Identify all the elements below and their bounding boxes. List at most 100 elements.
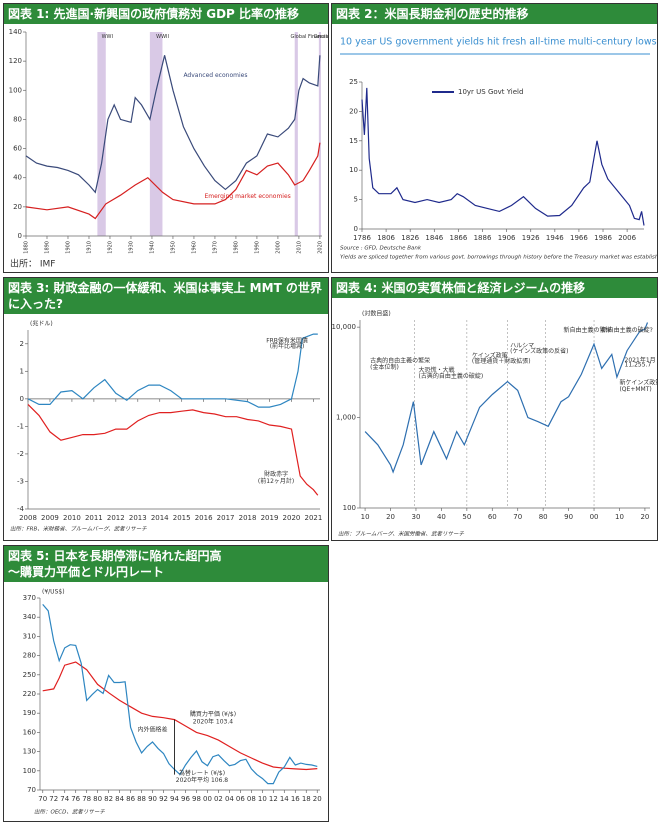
y-tick-label: 80 (13, 115, 22, 123)
chart: 100 1,000 10,000 10 20 30 40 50 60 70 80 90 00 10 20 古典… (332, 310, 657, 538)
x-tick-label: 10 (258, 795, 267, 803)
x-tick-label: 30 (412, 513, 421, 521)
line (42, 661, 318, 771)
x-tick-label: 2010 (296, 241, 302, 254)
x-tick-label: 00 (590, 513, 599, 521)
x-tick-label: 2010 (63, 514, 81, 522)
chart: 0 20 40 60 80 100 120 140 1880 1890 1900 1910 1920 19… (9, 28, 328, 270)
x-tick-label: 60 (488, 513, 497, 521)
y-tick-label: 190 (23, 709, 36, 717)
y-tick-label: 100 (343, 504, 356, 512)
x-tick-label: 00 (203, 795, 212, 803)
x-tick-label: 1970 (212, 241, 218, 254)
panel-title: 図表 3: 財政金融の一体緩和、米国は事実上 MMT の世界に入った? (4, 278, 328, 314)
source: Source : GFD, Deutsche Bank (340, 246, 422, 252)
x-tick-label: 2020 (317, 241, 323, 254)
panel-title: 図表 5: 日本を長期停滞に陥れた超円高 ～購買力平価とドル円レート (4, 546, 328, 582)
x-tick-label: 78 (82, 795, 91, 803)
x-tick-label: 1906 (498, 234, 516, 242)
y-tick-label: 20 (13, 203, 22, 211)
x-tick-label: 2020 (283, 514, 301, 522)
y-tick-label: 0 (354, 225, 358, 233)
annotation: 11,255.7 (625, 362, 652, 369)
annotation: 新自由主義の繁栄 (564, 326, 612, 334)
y-tick-label: 250 (23, 671, 36, 679)
y-unit: (対数目盛) (362, 310, 391, 318)
annotation: 2021年1月 (625, 356, 656, 364)
chart: 10 year US government yields hit fresh a… (340, 37, 657, 261)
y-tick-label: 25 (349, 78, 358, 86)
x-tick-label: 2008 (19, 514, 37, 522)
line (42, 604, 318, 785)
x-tick-label: 04 (225, 795, 234, 803)
series-label: 為替レート (¥/$) (179, 769, 225, 777)
x-tick-label: 2015 (173, 514, 191, 522)
x-tick-label: 1950 (170, 241, 176, 254)
y-tick-label: -4 (17, 505, 25, 513)
x-tick-label: 10 (615, 513, 624, 521)
panel-title: 図表 1: 先進国·新興国の政府債務対 GDP 比率の推移 (4, 4, 328, 24)
panel: 図表 1: 先進国·新興国の政府債務対 GDP 比率の推移 0 20 40 60 80 1… (3, 3, 329, 273)
y-tick-label: 140 (9, 28, 22, 36)
chart: -4 -3 -2 -1 0 1 2 2008 2009 2010 2011 2012 2013 2014 2… (10, 320, 322, 533)
x-tick-label: 86 (126, 795, 135, 803)
y-tick-label: 120 (9, 57, 22, 65)
x-tick-label: 1920 (107, 241, 113, 254)
x-tick-label: 2006 (618, 234, 636, 242)
annotation: 2020年 103.4 (193, 718, 234, 726)
shaded-band (149, 32, 163, 236)
x-tick-label: 1930 (128, 241, 134, 254)
x-tick-label: 2017 (217, 514, 235, 522)
y-tick-label: 0 (20, 395, 24, 403)
x-tick-label: 1946 (546, 234, 564, 242)
x-tick-label: 2012 (107, 514, 125, 522)
x-tick-label: 92 (159, 795, 168, 803)
panel: 図表 3: 財政金融の一体緩和、米国は事実上 MMT の世界に入った? -4 -3… (3, 277, 329, 541)
y-tick-label: 2 (20, 340, 24, 348)
x-tick-label: 2019 (261, 514, 279, 522)
line (27, 403, 319, 496)
series-label: 財政赤字 (264, 470, 288, 478)
y-tick-label: 220 (23, 690, 36, 698)
y-tick-label: -2 (17, 450, 24, 458)
x-tick-label: 2011 (85, 514, 103, 522)
annotation: (前12ヶ月計) (258, 477, 294, 485)
y-tick-label: 70 (27, 786, 36, 794)
x-tick-label: 80 (93, 795, 102, 803)
y-unit: (¥/US$) (42, 589, 65, 596)
x-tick-label: 80 (539, 513, 548, 521)
y-tick-label: 20 (349, 107, 358, 115)
legend-label: 10yr US Govt Yield (458, 88, 523, 96)
x-tick-label: 1900 (65, 241, 71, 254)
x-tick-label: 2018 (239, 514, 257, 522)
source: Yields are spliced together from various… (340, 255, 657, 261)
y-tick-label: 10,000 (332, 323, 356, 331)
annotation: Great Lockdown (314, 34, 328, 40)
x-tick-label: 2014 (151, 514, 169, 522)
y-unit: (兆ドル) (30, 320, 53, 328)
x-tick-label: 06 (236, 795, 245, 803)
line (364, 322, 649, 474)
annotation: 新自由主義の破綻? (602, 326, 653, 334)
y-tick-label: 340 (23, 613, 36, 621)
annotation: WWI (102, 34, 113, 40)
x-tick-label: 74 (60, 795, 69, 803)
y-tick-label: -1 (17, 422, 24, 430)
shaded-band (294, 32, 298, 236)
y-tick-label: 15 (349, 137, 358, 145)
annotation: (古典的自由主義の破綻) (419, 372, 484, 380)
x-tick-label: 10 (361, 513, 370, 521)
x-tick-label: 1986 (594, 234, 612, 242)
x-tick-label: 2013 (129, 514, 147, 522)
x-tick-label: 2021 (304, 514, 322, 522)
panel-title: 図表 2：米国長期金利の歴史的推移 (332, 4, 657, 24)
x-tick-label: 40 (437, 513, 446, 521)
y-tick-label: 40 (13, 174, 22, 182)
y-tick-label: 1 (20, 367, 24, 375)
x-tick-label: 1990 (254, 241, 260, 254)
annotation: ケインズ政策 (472, 351, 508, 359)
x-tick-label: 1866 (449, 234, 467, 242)
x-tick-label: 50 (462, 513, 471, 521)
x-tick-label: 82 (104, 795, 113, 803)
